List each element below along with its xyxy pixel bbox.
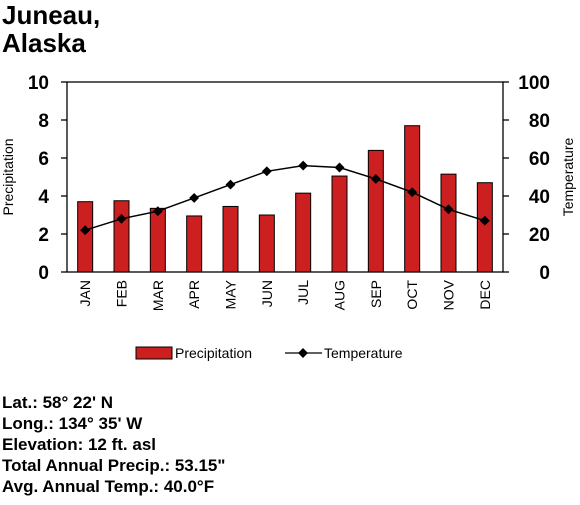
y-tick-label: 0 bbox=[38, 263, 49, 284]
info-total-precip: Total Annual Precip.: 53.15" bbox=[2, 456, 226, 475]
x-tick-label: JUN bbox=[259, 280, 275, 307]
temperature-point bbox=[261, 166, 272, 177]
precip-bar bbox=[440, 173, 457, 273]
chart-title-line-2: Alaska bbox=[2, 28, 86, 58]
temperature-point bbox=[407, 187, 418, 198]
info-avg-temp: Avg. Annual Temp.: 40.0°F bbox=[2, 477, 215, 496]
info-latitude: Lat.: 58° 22' N bbox=[2, 393, 113, 412]
y-axis-label: Precipitation bbox=[0, 138, 16, 215]
precip-bar bbox=[258, 214, 275, 273]
y2-tick-label: 80 bbox=[529, 111, 550, 132]
precip-bar bbox=[331, 175, 348, 273]
y-tick-label: 6 bbox=[38, 149, 49, 170]
x-tick-label: AUG bbox=[332, 280, 348, 310]
precip-bar bbox=[149, 207, 166, 273]
x-tick-label: DEC bbox=[477, 280, 493, 310]
y-tick-label: 2 bbox=[38, 225, 49, 246]
x-tick-label: NOV bbox=[441, 279, 457, 310]
temperature-point bbox=[152, 206, 163, 217]
info-longitude: Long.: 134° 35' W bbox=[2, 414, 143, 433]
y-tick-label: 8 bbox=[38, 111, 49, 132]
y2-tick-label: 20 bbox=[529, 225, 550, 246]
chart-title-line-1: Juneau, bbox=[2, 0, 101, 30]
legend-temp-label: Temperature bbox=[324, 345, 403, 361]
precip-bar bbox=[113, 200, 130, 273]
x-tick-label: MAR bbox=[150, 280, 166, 311]
y2-tick-label: 100 bbox=[518, 73, 550, 94]
chart-legend: Precipitation Temperature bbox=[135, 345, 403, 361]
precip-bar bbox=[476, 182, 493, 273]
x-tick-label: JAN bbox=[77, 280, 93, 306]
y-tick-label: 10 bbox=[28, 73, 49, 94]
temperature-point bbox=[479, 215, 490, 226]
plot-frame bbox=[66, 81, 504, 273]
temperature-point bbox=[116, 213, 127, 224]
x-tick-label: SEP bbox=[368, 280, 384, 308]
y2-tick-label: 40 bbox=[529, 187, 550, 208]
precip-bar bbox=[77, 201, 94, 273]
legend-precip-label: Precipitation bbox=[175, 345, 252, 361]
y2-tick-label: 60 bbox=[529, 149, 550, 170]
precip-bar bbox=[367, 149, 384, 273]
x-tick-label: FEB bbox=[114, 280, 130, 307]
temperature-line bbox=[84, 164, 486, 231]
y2-axis-label: Temperature bbox=[560, 137, 576, 216]
x-tick-label: OCT bbox=[404, 280, 420, 310]
legend-precip-swatch bbox=[135, 346, 173, 360]
y-tick-label: 4 bbox=[38, 187, 49, 208]
precip-bar bbox=[404, 125, 421, 273]
temperature-point bbox=[443, 204, 454, 215]
temperature-point bbox=[80, 225, 91, 236]
legend-temp-marker bbox=[298, 348, 308, 358]
y2-tick-label: 0 bbox=[539, 263, 550, 284]
x-tick-label: JUL bbox=[295, 280, 311, 305]
temperature-point bbox=[334, 162, 345, 173]
x-tick-label: APR bbox=[186, 280, 202, 309]
info-elevation: Elevation: 12 ft. asl bbox=[2, 435, 156, 454]
precip-bar bbox=[295, 192, 312, 273]
temperature-point bbox=[225, 179, 236, 190]
x-tick-label: MAY bbox=[223, 279, 239, 309]
temperature-point bbox=[298, 160, 309, 171]
temperature-point bbox=[370, 173, 381, 184]
precip-bar bbox=[222, 205, 239, 273]
precip-bar bbox=[186, 215, 203, 273]
temperature-point bbox=[189, 192, 200, 203]
